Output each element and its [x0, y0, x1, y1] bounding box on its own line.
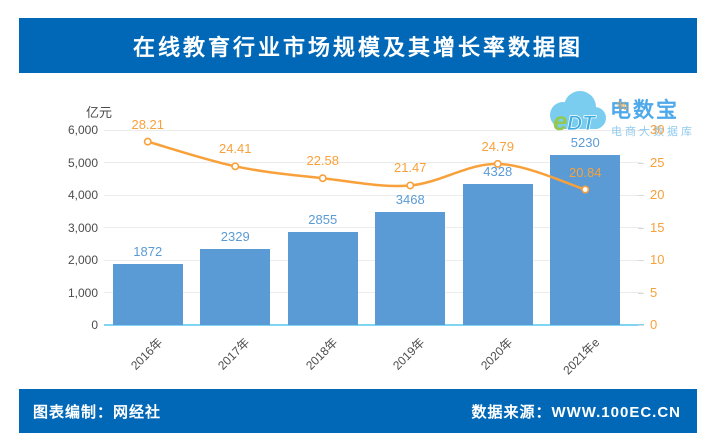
- gridline: [104, 259, 642, 261]
- right-axis-tick-mark: [638, 325, 644, 326]
- line-value-label: 24.79: [481, 138, 515, 154]
- watermark: e DT 电数宝 电商大数据库: [543, 88, 713, 148]
- gridline: [104, 292, 642, 293]
- line-point-marker: [581, 185, 590, 194]
- right-axis-tick-label: 20: [650, 187, 665, 202]
- right-axis-tick-label: 0: [650, 317, 658, 332]
- bar-value-label: 3468: [395, 192, 425, 208]
- cloud-logo-icon: e DT: [550, 91, 606, 136]
- right-axis-tick-mark: [638, 195, 644, 196]
- line-point-marker: [231, 162, 240, 171]
- left-axis-tick-label: 1,000: [67, 285, 98, 300]
- right-axis-tick-mark: [638, 292, 644, 294]
- x-axis-line: [104, 324, 644, 326]
- line-value-label: 28.21: [131, 116, 165, 132]
- right-axis-unit-label: %: [617, 99, 628, 113]
- line-value-label: 21.47: [393, 160, 427, 176]
- line-point-marker: [406, 181, 415, 190]
- left-axis-unit-label: 亿元: [86, 105, 113, 120]
- gridline: [104, 162, 642, 163]
- right-axis-tick-mark: [638, 130, 644, 131]
- bar-value-label: 5230: [570, 135, 600, 151]
- page-title: 在线教育行业市场规模及其增长率数据图: [132, 34, 583, 60]
- left-axis-tick-label: 2,000: [67, 253, 98, 267]
- bar-value-label: 2329: [220, 229, 250, 245]
- left-axis-tick-label: 4,000: [67, 188, 98, 202]
- market-size-bar: [462, 184, 533, 325]
- left-axis-tick-label: 5,000: [67, 155, 98, 170]
- gridline: [104, 129, 642, 131]
- logo-letters-dt: DT: [567, 112, 597, 135]
- line-point-marker: [318, 174, 327, 183]
- right-axis-tick-label: 5: [650, 284, 658, 300]
- watermark-subtitle: 电商大数据库: [611, 126, 695, 138]
- footer-source: 数据来源：WWW.100EC.CN: [471, 403, 681, 421]
- right-axis-tick-label: 15: [650, 219, 665, 235]
- market-size-bar: [287, 232, 358, 325]
- line-value-label: 20.84: [568, 164, 602, 180]
- logo-letter-e: e: [553, 106, 567, 136]
- left-axis-tick-label: 3,000: [67, 220, 98, 235]
- chart-title-banner: 在线教育行业市场规模及其增长率数据图: [19, 18, 697, 73]
- line-value-label: 22.58: [306, 153, 340, 169]
- market-size-bar: [112, 264, 183, 325]
- left-axis-tick-label: 0: [91, 318, 98, 332]
- watermark-brand: 电数宝: [610, 99, 679, 122]
- right-axis-tick-label: 10: [650, 252, 665, 267]
- line-point-marker: [143, 137, 152, 146]
- right-axis-tick-label: 30: [650, 122, 665, 137]
- bar-value-label: 4328: [483, 164, 513, 180]
- market-size-bar: [375, 212, 446, 325]
- right-axis-tick-mark: [638, 260, 644, 261]
- line-point-marker: [493, 159, 502, 168]
- market-size-bar: [550, 155, 621, 325]
- right-axis-tick-mark: [638, 162, 644, 164]
- bar-value-label: 2855: [308, 212, 338, 228]
- gridline: [104, 227, 642, 228]
- footer-credit: 图表编制：网经社: [33, 403, 162, 421]
- line-value-label: 24.41: [218, 141, 252, 157]
- gridline: [104, 194, 642, 196]
- right-axis-tick-mark: [638, 227, 644, 229]
- bar-value-label: 1872: [133, 244, 163, 260]
- left-axis-tick-label: 6,000: [67, 123, 98, 137]
- footer-bar: 图表编制：网经社 数据来源：WWW.100EC.CN: [19, 389, 697, 433]
- growth-rate-line: [147, 140, 586, 191]
- market-size-bar: [200, 249, 271, 325]
- right-axis-tick-label: 25: [650, 154, 665, 170]
